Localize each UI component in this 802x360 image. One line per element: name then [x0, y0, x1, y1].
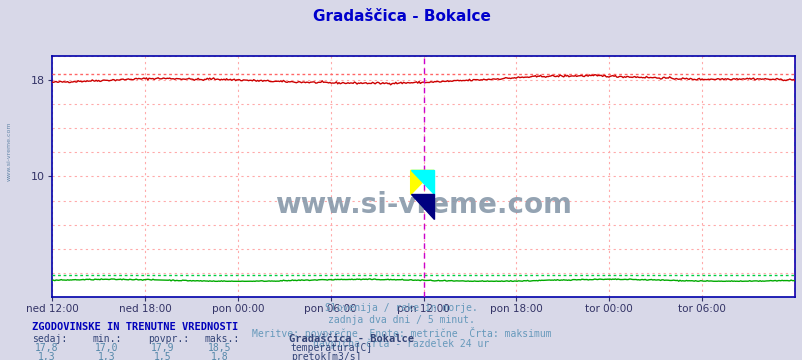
Text: maks.:: maks.:	[205, 334, 240, 344]
Polygon shape	[410, 194, 433, 219]
Text: ZGODOVINSKE IN TRENUTNE VREDNOSTI: ZGODOVINSKE IN TRENUTNE VREDNOSTI	[32, 322, 238, 332]
Text: www.si-vreme.com: www.si-vreme.com	[275, 192, 571, 219]
Polygon shape	[410, 170, 433, 194]
Text: 1,8: 1,8	[210, 352, 228, 360]
Text: 17,8: 17,8	[34, 343, 59, 353]
Text: 1,3: 1,3	[98, 352, 115, 360]
Text: www.si-vreme.com: www.si-vreme.com	[6, 121, 11, 181]
Text: povpr.:: povpr.:	[148, 334, 189, 344]
Text: navpična črta - razdelek 24 ur: navpična črta - razdelek 24 ur	[313, 339, 489, 349]
Text: min.:: min.:	[92, 334, 122, 344]
Text: Gradaščica - Bokalce: Gradaščica - Bokalce	[289, 334, 414, 344]
Text: 17,9: 17,9	[151, 343, 175, 353]
Text: temperatura[C]: temperatura[C]	[290, 343, 372, 353]
Text: 17,0: 17,0	[95, 343, 119, 353]
Text: 1,3: 1,3	[38, 352, 55, 360]
Text: Gradaščica - Bokalce: Gradaščica - Bokalce	[312, 9, 490, 24]
Text: sedaj:: sedaj:	[32, 334, 67, 344]
Text: zadnja dva dni / 5 minut.: zadnja dva dni / 5 minut.	[328, 315, 474, 325]
Text: 18,5: 18,5	[207, 343, 231, 353]
Text: Meritve: povprečne  Enote: metrične  Črta: maksimum: Meritve: povprečne Enote: metrične Črta:…	[251, 327, 551, 339]
Text: 1,5: 1,5	[154, 352, 172, 360]
Polygon shape	[410, 170, 433, 194]
Text: Slovenija / reke in morje.: Slovenija / reke in morje.	[325, 303, 477, 313]
Text: pretok[m3/s]: pretok[m3/s]	[290, 352, 361, 360]
